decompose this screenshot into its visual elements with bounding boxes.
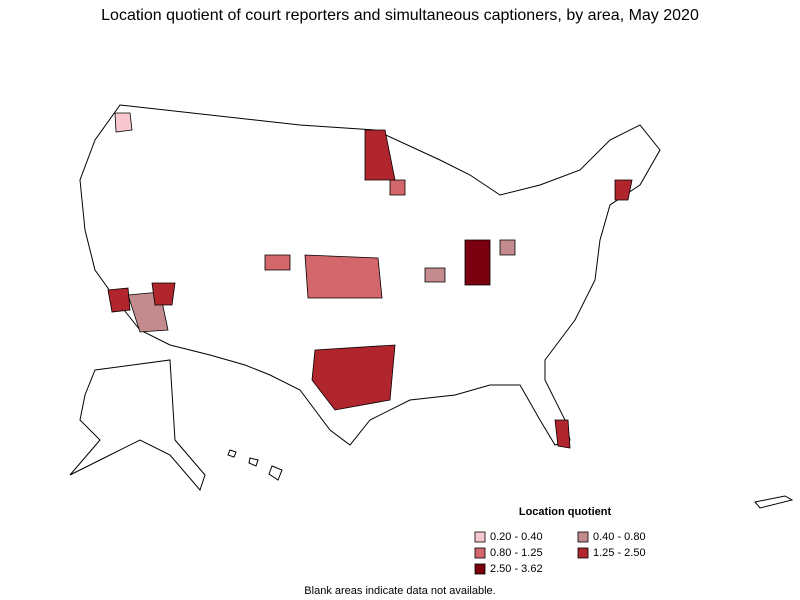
legend-swatch (474, 547, 486, 559)
legend-label: 0.80 - 1.25 (490, 547, 543, 559)
legend-label: 2.50 - 3.62 (490, 563, 543, 575)
footnote: Blank areas indicate data not available. (304, 585, 495, 597)
area-region (304, 254, 383, 299)
area-region (364, 129, 396, 181)
area-region (554, 179, 633, 449)
area-region (311, 344, 396, 411)
legend-label: 0.40 - 0.80 (593, 531, 646, 543)
legend: 0.20 - 0.40 0.40 - 0.80 0.80 - 1.25 1.25 - … (474, 531, 646, 575)
area-region (114, 112, 133, 133)
legend-label: 0.20 - 0.40 (490, 531, 543, 543)
map (69, 104, 794, 509)
legend-swatch (474, 563, 486, 575)
hawaii (227, 449, 283, 481)
alaska (69, 359, 206, 491)
legend-label: 1.25 - 2.50 (593, 547, 646, 559)
legend-swatch (577, 531, 589, 543)
title: Location quotient of court reporters and… (101, 7, 699, 24)
legend-swatch (577, 547, 589, 559)
legend-title: Location quotient (519, 506, 612, 518)
area-region (424, 239, 516, 283)
area-region (464, 239, 491, 286)
legend-swatch (474, 531, 486, 543)
area-region (107, 282, 176, 313)
area-region (264, 179, 406, 271)
puerto-rico (754, 495, 794, 509)
